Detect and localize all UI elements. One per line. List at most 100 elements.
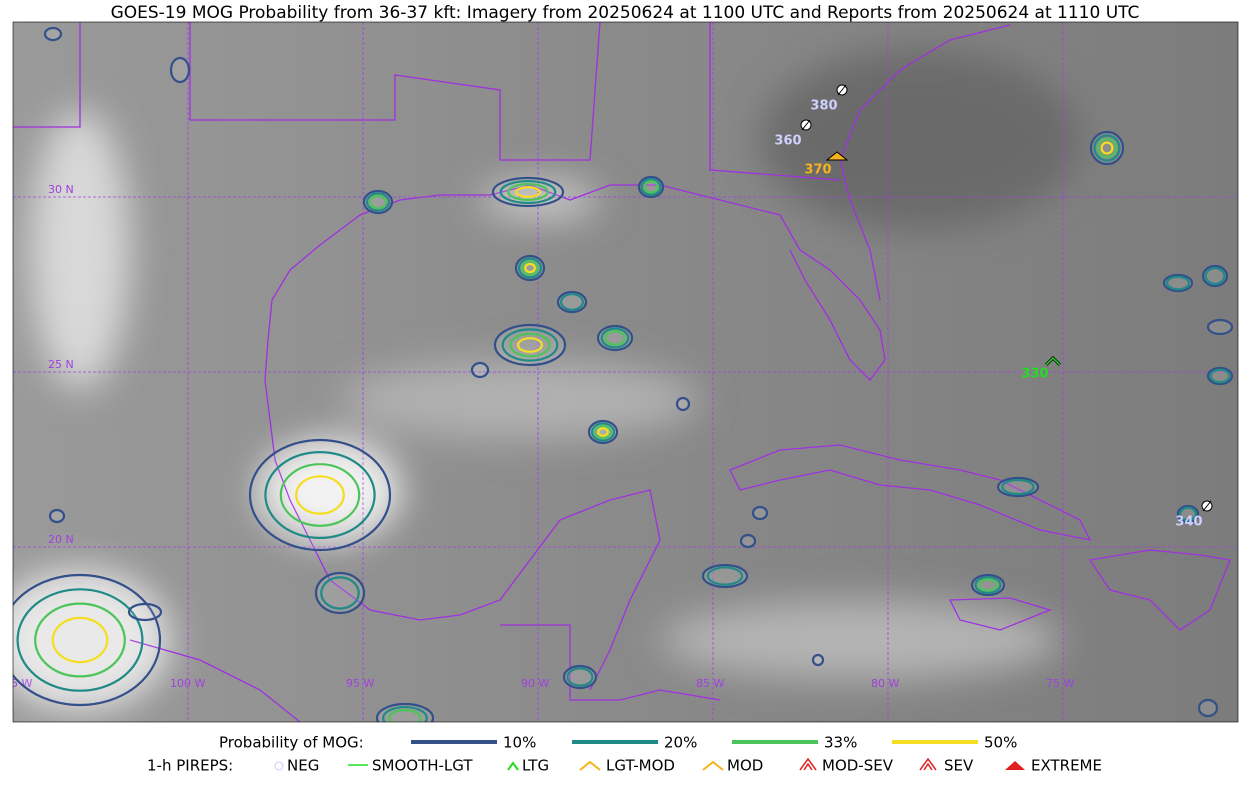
- contour: [369, 194, 387, 210]
- lon-label: 90 W: [521, 677, 549, 690]
- legend-label: 33%: [824, 734, 857, 752]
- legend-icon: [702, 760, 724, 771]
- legend-label: LTG: [522, 757, 549, 775]
- contour: [51, 616, 109, 664]
- contour: [43, 26, 63, 42]
- contour: [1209, 368, 1231, 384]
- contour: [524, 262, 536, 274]
- contour: [1001, 478, 1035, 496]
- contour: [751, 505, 769, 521]
- contour: [517, 257, 543, 279]
- contour: [559, 293, 585, 311]
- contour: [248, 438, 392, 552]
- lat-label: 25 N: [48, 358, 74, 371]
- pireps: 380 360 370 330 340: [774, 84, 1213, 530]
- legend-icon: [579, 760, 601, 771]
- contour: [1089, 130, 1125, 166]
- legend-icon: [919, 757, 937, 771]
- map: 30 N 25 N 20 N 105 W 100 W 95 W 90 W 85 …: [13, 22, 1238, 722]
- contour: [640, 178, 662, 196]
- contour: [127, 602, 163, 622]
- contour: [388, 709, 422, 722]
- lat-label: 30 N: [48, 183, 74, 196]
- contour: [1100, 141, 1114, 155]
- legend-label: EXTREME: [1031, 757, 1102, 775]
- contour: [514, 186, 541, 198]
- contour: [811, 653, 825, 667]
- map-frame: [12, 21, 1239, 723]
- lon-label: 95 W: [346, 677, 374, 690]
- legend-title: 1-h PIREPS:: [147, 757, 233, 775]
- contour: [509, 332, 551, 358]
- legend-label: 20%: [664, 734, 697, 752]
- legend-icon: [507, 761, 519, 771]
- contour: [470, 361, 490, 379]
- contour: [604, 330, 626, 346]
- lon-label: 80 W: [871, 677, 899, 690]
- lat-label: 20 N: [48, 533, 74, 546]
- legend-icon: [1005, 761, 1025, 770]
- contour: [1096, 137, 1118, 159]
- contour: [516, 337, 543, 353]
- contour: [501, 328, 559, 362]
- contour: [264, 451, 376, 540]
- legend: Probability of MOG: 1-h PIREPS: 10% 20% 33…: [147, 734, 1102, 775]
- pirep-altitude: 330: [1021, 367, 1048, 382]
- legend-label: NEG: [287, 757, 319, 775]
- mog-contours: [13, 26, 1234, 722]
- legend-icon: [274, 761, 284, 771]
- contour: [493, 323, 567, 367]
- legend-label: MOD-SEV: [822, 757, 894, 775]
- contour: [675, 396, 691, 412]
- coastlines: [13, 22, 1231, 722]
- contour: [375, 702, 435, 722]
- contour: [1204, 267, 1226, 285]
- legend-label: SMOOTH-LGT: [372, 757, 473, 775]
- pirep-neg-icon: [836, 84, 848, 96]
- title: GOES-19 MOG Probability from 36-37 kft: …: [111, 3, 1140, 23]
- contour: [521, 260, 539, 276]
- lon-label: 100 W: [170, 677, 205, 690]
- legend-label: 10%: [503, 734, 536, 752]
- contour: [706, 566, 744, 586]
- lon-label: 75 W: [1046, 677, 1074, 690]
- contour: [365, 192, 391, 212]
- contour: [320, 576, 360, 610]
- contour: [382, 705, 428, 722]
- contour: [974, 576, 1002, 594]
- lon-label: 85 W: [696, 677, 724, 690]
- contour: [566, 667, 594, 687]
- legend-icon: [799, 757, 817, 771]
- contour: [491, 176, 565, 208]
- contour: [34, 602, 126, 678]
- contour: [314, 571, 366, 615]
- contour: [1093, 134, 1121, 162]
- pirep-altitude: 380: [810, 99, 837, 114]
- contour: [739, 533, 757, 549]
- contour: [169, 56, 191, 84]
- contour: [590, 422, 616, 442]
- contour: [977, 578, 999, 592]
- contour: [279, 463, 361, 527]
- legend-label: SEV: [944, 757, 974, 775]
- contour: [1179, 506, 1197, 522]
- contour: [600, 327, 630, 349]
- pirep-neg-icon: [1201, 500, 1213, 512]
- pirep-altitude: 360: [774, 134, 801, 149]
- contour: [1165, 275, 1191, 291]
- pirep-altitude: 370: [804, 163, 831, 178]
- contour: [499, 179, 557, 205]
- pirep-neg-icon: [800, 119, 812, 131]
- contour: [295, 475, 345, 515]
- contour: [643, 180, 659, 194]
- contour: [48, 508, 66, 524]
- contour: [13, 573, 162, 707]
- legend-label: 50%: [984, 734, 1017, 752]
- contour: [594, 424, 612, 440]
- contour: [1206, 318, 1234, 336]
- pirep-altitude: 340: [1175, 515, 1202, 530]
- legend-title: Probability of MOG:: [219, 734, 364, 752]
- contour: [597, 427, 609, 437]
- contour: [507, 183, 549, 201]
